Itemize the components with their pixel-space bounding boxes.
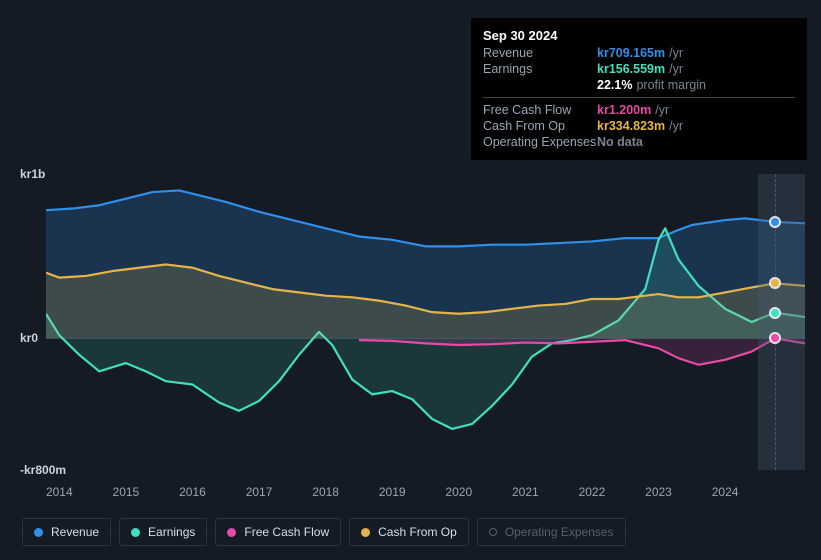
tooltip-value: kr1.200m [597, 103, 651, 117]
tooltip-label: Revenue [483, 46, 597, 60]
tooltip-row-cfo: Cash From Opkr334.823m/yr [483, 118, 795, 134]
x-tick-label: 2017 [246, 485, 273, 499]
forecast-band [758, 174, 805, 470]
x-tick-label: 2016 [179, 485, 206, 499]
x-tick-label: 2021 [512, 485, 539, 499]
chart-area: kr1bkr0-kr800m [16, 160, 805, 480]
tooltip-row-margin: 22.1% profit margin [483, 77, 795, 93]
legend-item-fcf[interactable]: Free Cash Flow [215, 518, 341, 546]
data-tooltip: Sep 30 2024 Revenuekr709.165m/yrEarnings… [471, 18, 807, 160]
tooltip-label: Free Cash Flow [483, 103, 597, 117]
y-tick-label: kr0 [20, 331, 38, 345]
legend-item-cfo[interactable]: Cash From Op [349, 518, 469, 546]
tooltip-unit: /yr [669, 62, 683, 76]
legend-item-earnings[interactable]: Earnings [119, 518, 207, 546]
legend-dot-icon [489, 528, 497, 536]
tooltip-label: Operating Expenses [483, 135, 597, 149]
x-tick-label: 2023 [645, 485, 672, 499]
legend-label: Cash From Op [378, 525, 457, 539]
legend-dot-icon [34, 528, 43, 537]
tooltip-row-revenue: Revenuekr709.165m/yr [483, 45, 795, 61]
legend-label: Earnings [148, 525, 195, 539]
legend-dot-icon [131, 528, 140, 537]
x-axis: 2014 2015 2016 2017 2018 2019 2020 2021 2022 2023… [16, 485, 805, 505]
end-marker-revenue [771, 218, 779, 226]
x-tick-label: 2018 [312, 485, 339, 499]
end-marker-cfo [771, 279, 779, 287]
legend-label: Operating Expenses [505, 525, 614, 539]
legend-item-revenue[interactable]: Revenue [22, 518, 111, 546]
tooltip-row-opex: Operating ExpensesNo data [483, 134, 795, 150]
tooltip-unit: profit margin [636, 78, 705, 92]
tooltip-label: Earnings [483, 62, 597, 76]
tooltip-value: No data [597, 135, 643, 149]
y-tick-label: kr1b [20, 167, 45, 181]
tooltip-unit: /yr [655, 103, 669, 117]
tooltip-value: kr334.823m [597, 119, 665, 133]
legend-label: Free Cash Flow [244, 525, 329, 539]
tooltip-row-fcf: Free Cash Flowkr1.200m/yr [483, 102, 795, 118]
end-marker-fcf [771, 334, 779, 342]
x-tick-label: 2019 [379, 485, 406, 499]
legend-dot-icon [227, 528, 236, 537]
x-tick-label: 2015 [113, 485, 140, 499]
tooltip-unit: /yr [669, 119, 683, 133]
tooltip-value: 22.1% [597, 78, 632, 92]
tooltip-value: kr156.559m [597, 62, 665, 76]
end-marker-earnings [771, 309, 779, 317]
legend-label: Revenue [51, 525, 99, 539]
legend: Revenue Earnings Free Cash Flow Cash From O… [22, 518, 626, 546]
x-tick-label: 2024 [712, 485, 739, 499]
x-tick-label: 2022 [579, 485, 606, 499]
x-tick-label: 2014 [46, 485, 73, 499]
plot-area[interactable] [46, 174, 805, 470]
legend-dot-icon [361, 528, 370, 537]
tooltip-date: Sep 30 2024 [483, 28, 795, 43]
tooltip-row-earnings: Earningskr156.559m/yr [483, 61, 795, 77]
tooltip-label: Cash From Op [483, 119, 597, 133]
x-tick-label: 2020 [445, 485, 472, 499]
tooltip-value: kr709.165m [597, 46, 665, 60]
financials-chart: Sep 30 2024 Revenuekr709.165m/yrEarnings… [0, 0, 821, 560]
tooltip-unit: /yr [669, 46, 683, 60]
legend-item-opex[interactable]: Operating Expenses [477, 518, 626, 546]
